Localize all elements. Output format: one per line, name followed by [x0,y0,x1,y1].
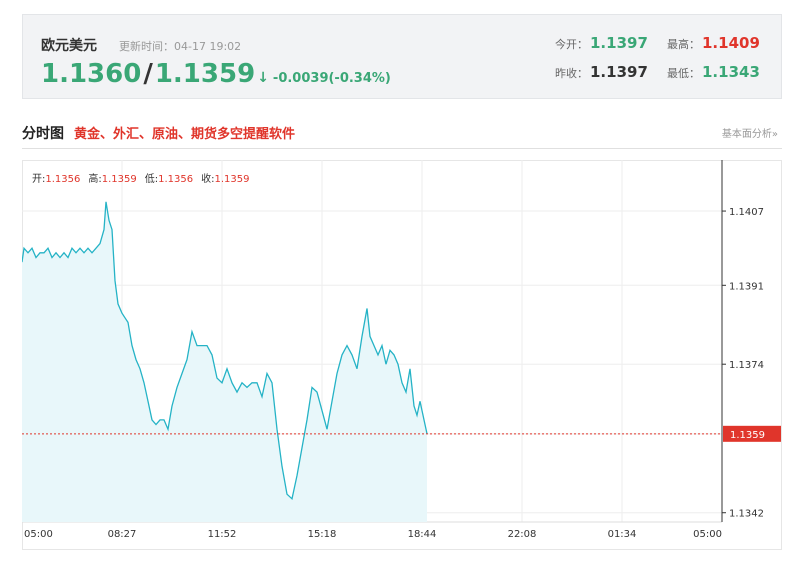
low-stat: 最低： 1.1343 [667,63,760,81]
prev-close-stat: 昨收： 1.1397 [555,63,648,81]
price-line [22,201,428,501]
chart-svg: 1.1359 1.1407 1.1391 1.1374 1.1342 05:00 08:27… [22,160,782,550]
x-tick-label: 05:00 [24,529,53,540]
x-tick-label: 01:34 [608,529,637,540]
low-value: 1.1343 [702,63,760,81]
ohlc-low-label: 低: [144,174,159,185]
y-tick-label: 1.1342 [729,509,764,520]
fundamental-analysis-link[interactable]: 基本面分析» [721,129,778,140]
ohlc-high-label: 高: [88,174,102,185]
update-time: 更新时间：04-17 19:02 [119,40,242,53]
ohlc-readout: 开:1.1356 高:1.1359 低:1.1356 收:1.1359 [32,170,258,185]
ohlc-open-value: 1.1356 [45,174,81,185]
current-price-tag [723,425,781,442]
open-stat: 今开： 1.1397 [555,34,648,52]
ohlc-low-value: 1.1356 [158,174,194,185]
intraday-chart: 1.1359 1.1407 1.1391 1.1374 1.1342 05:00 08:27… [22,160,782,550]
low-label: 最低： [667,67,700,80]
high-label: 最高： [667,38,700,51]
high-value: 1.1409 [702,34,760,52]
bid-price: 1.1360 [41,59,142,89]
open-value: 1.1397 [590,34,648,52]
promo-link[interactable]: 黄金、外汇、原油、期货多空提醒软件 [74,127,296,142]
price-area [22,201,427,523]
section-title: 分时图 [22,126,64,142]
x-tick-label: 11:52 [208,529,237,540]
x-tick-label: 22:08 [508,529,537,540]
price-change: -0.0039(-0.34%) [272,71,391,86]
prev-close-value: 1.1397 [590,63,648,81]
instrument-name: 欧元美元 [41,38,97,54]
open-label: 今开： [555,38,588,51]
ohlc-close-value: 1.1359 [214,174,250,185]
high-stat: 最高： 1.1409 [667,34,760,52]
y-tick-label: 1.1391 [729,281,764,292]
price-separator: / [143,59,153,89]
section-divider [22,148,782,149]
ask-price: 1.1359 [154,59,256,89]
current-price-label: 1.1359 [730,430,765,441]
down-arrow-icon: ↓ [257,70,269,86]
ohlc-high-value: 1.1359 [101,174,137,185]
ohlc-close-label: 收: [201,174,215,185]
price-line: 1.1360/1.1359 ↓ -0.0039(-0.34%) [41,59,391,89]
prev-close-label: 昨收： [555,67,588,80]
x-tick-label: 05:00 [693,529,722,540]
x-tick-label: 15:18 [308,529,337,540]
ohlc-open-label: 开: [32,174,46,185]
y-tick-label: 1.1407 [729,207,764,218]
quote-panel: 欧元美元 更新时间：04-17 19:02 1.1360/1.1359 ↓ -0.0… [22,14,782,99]
x-tick-label: 18:44 [408,529,437,540]
x-tick-label: 08:27 [108,529,137,540]
y-tick-label: 1.1374 [729,360,764,371]
